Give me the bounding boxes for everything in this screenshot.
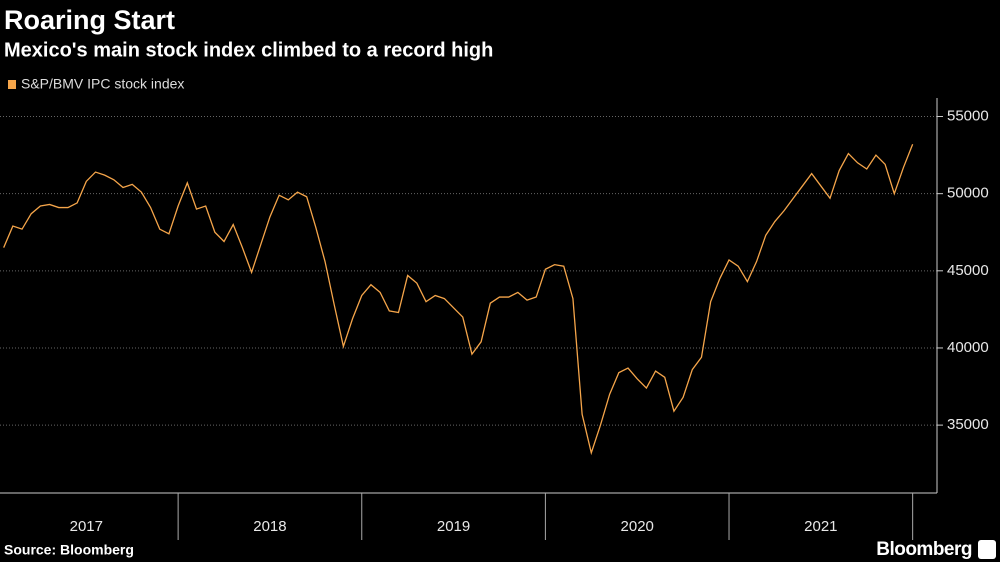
legend-swatch	[8, 80, 16, 89]
y-tick-label: 45000	[947, 262, 989, 279]
y-tick-label: 35000	[947, 416, 989, 433]
y-tick-label: 55000	[947, 107, 989, 124]
x-tick-label: 2020	[621, 518, 654, 535]
legend-label: S&P/BMV IPC stock index	[21, 76, 184, 92]
chart-title: Roaring Start	[4, 5, 175, 35]
x-tick-label: 2019	[437, 518, 470, 535]
x-tick-label: 2018	[253, 518, 286, 535]
chart-subtitle: Mexico's main stock index climbed to a r…	[4, 39, 493, 61]
brand: Bloomberg	[876, 539, 972, 560]
source: Source: Bloomberg	[4, 542, 134, 558]
x-tick-label: 2021	[804, 518, 837, 535]
x-tick-label: 2017	[70, 518, 103, 535]
y-tick-label: 50000	[947, 185, 989, 202]
line-series	[3, 144, 914, 456]
brand-icon	[978, 540, 996, 559]
y-tick-label: 40000	[947, 339, 989, 356]
